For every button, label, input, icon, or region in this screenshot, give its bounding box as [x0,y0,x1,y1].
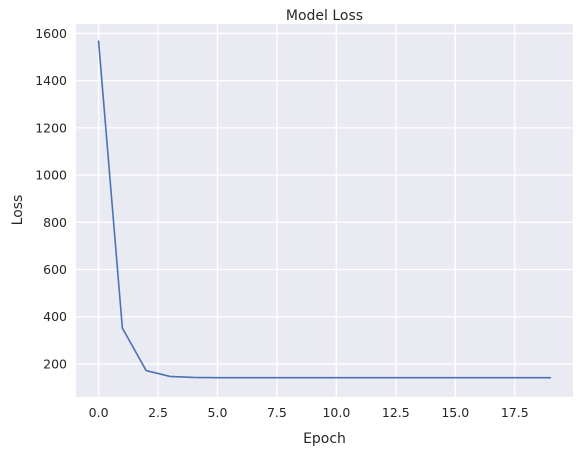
x-tick-label: 10.0 [322,405,350,420]
x-tick-label: 0.0 [89,405,109,420]
y-tick-label: 200 [43,356,67,371]
series-layer [97,40,552,379]
plot-area [76,24,573,397]
x-tick-label: 17.5 [501,405,529,420]
tick-labels: 0.0 2.5 5.0 7.5 10.0 12.5 15.0 17.5 200 400 600 800… [35,26,528,420]
grid [76,24,573,397]
y-tick-label: 800 [43,215,67,230]
x-tick-label: 7.5 [267,405,287,420]
y-tick-label: 600 [43,262,67,277]
y-tick-label: 1400 [35,73,67,88]
y-axis-label: Loss [10,195,26,226]
y-tick-label: 1200 [35,120,67,135]
x-axis-label: Epoch [303,431,346,447]
x-tick-label: 2.5 [148,405,168,420]
y-tick-label: 1000 [35,168,67,183]
chart-title: Model Loss [286,8,363,24]
x-tick-label: 12.5 [382,405,410,420]
x-tick-label: 5.0 [208,405,228,420]
series-line [97,40,552,379]
y-tick-label: 400 [43,309,67,324]
x-tick-label: 15.0 [441,405,469,420]
y-tick-label: 1600 [35,26,67,41]
